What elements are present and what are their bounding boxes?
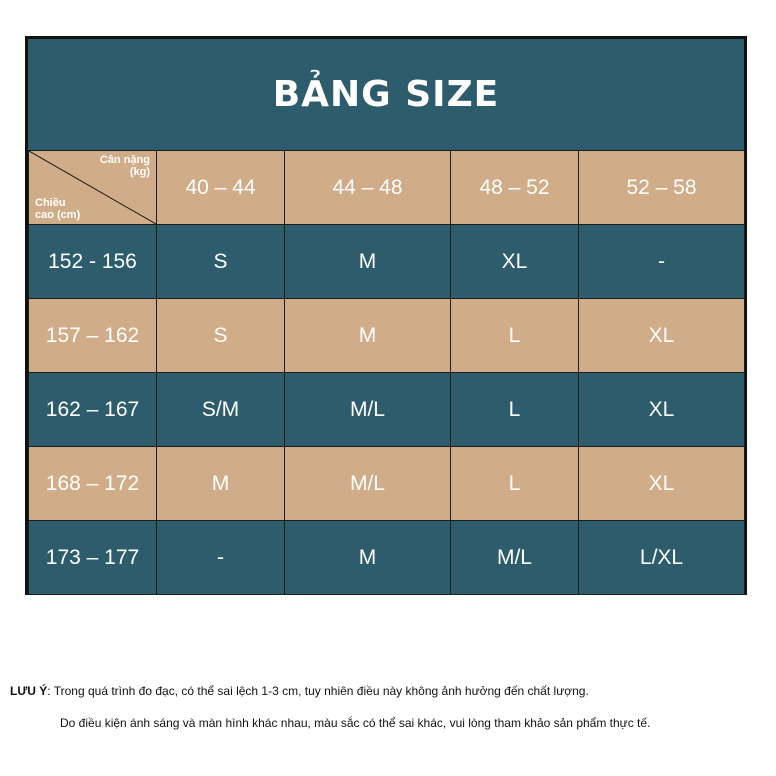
weight-label-line1: Cân nặng: [99, 154, 150, 166]
size-cell: M: [284, 520, 451, 595]
table-row: 152 - 156 S M XL -: [28, 224, 745, 299]
note-text-1: : Trong quá trình đo đạc, có thể sai lệc…: [47, 684, 589, 698]
diagonal-divider: [29, 151, 156, 224]
height-cell: 168 – 172: [28, 446, 157, 521]
size-cell: M/L: [450, 520, 579, 595]
size-cell: XL: [578, 446, 745, 521]
height-cell: 157 – 162: [28, 298, 157, 373]
table-row: 173 – 177 - M M/L L/XL: [28, 520, 745, 595]
table-row: 162 – 167 S/M M/L L XL: [28, 372, 745, 447]
weight-label-line2: (kg): [129, 166, 150, 178]
weight-header: 52 – 58: [578, 150, 745, 225]
size-cell: S: [156, 224, 285, 299]
note-label: LƯU Ý: [10, 684, 48, 698]
height-axis-label: Chiều cao (cm): [35, 197, 80, 221]
size-cell: L: [450, 298, 579, 373]
size-cell: M/L: [284, 446, 451, 521]
size-cell: XL: [578, 372, 745, 447]
note-line-2: Do điều kiện ánh sáng và màn hình khác n…: [60, 716, 651, 730]
height-cell: 162 – 167: [28, 372, 157, 447]
height-label-line2: cao (cm): [35, 209, 81, 221]
weight-axis-label: Cân nặng (kg): [100, 154, 150, 178]
size-cell: M: [156, 446, 285, 521]
note-line-1: LƯU Ý: Trong quá trình đo đạc, có thể sa…: [10, 684, 589, 698]
size-chart: BẢNG SIZE Cân nặng (kg) Chiều cao (cm): [25, 36, 747, 595]
chart-title: BẢNG SIZE: [272, 74, 500, 115]
size-cell: -: [156, 520, 285, 595]
size-cell: L: [450, 372, 579, 447]
size-cell: -: [578, 224, 745, 299]
size-cell: M: [284, 298, 451, 373]
table-row: 168 – 172 M M/L L XL: [28, 446, 745, 521]
table-row: 157 – 162 S M L XL: [28, 298, 745, 373]
height-label-line1: Chiều: [35, 197, 66, 209]
corner-header-cell: Cân nặng (kg) Chiều cao (cm): [28, 150, 157, 225]
size-cell: S: [156, 298, 285, 373]
weight-header: 40 – 44: [156, 150, 285, 225]
size-table: Cân nặng (kg) Chiều cao (cm) 40 – 44 44 …: [28, 150, 745, 595]
weight-header: 44 – 48: [284, 150, 451, 225]
size-cell: S/M: [156, 372, 285, 447]
height-cell: 152 - 156: [28, 224, 157, 299]
size-cell: M/L: [284, 372, 451, 447]
size-cell: L/XL: [578, 520, 745, 595]
header-row: Cân nặng (kg) Chiều cao (cm) 40 – 44 44 …: [28, 150, 745, 225]
height-cell: 173 – 177: [28, 520, 157, 595]
size-cell: L: [450, 446, 579, 521]
weight-header: 48 – 52: [450, 150, 579, 225]
size-cell: M: [284, 224, 451, 299]
size-cell: XL: [450, 224, 579, 299]
size-cell: XL: [578, 298, 745, 373]
